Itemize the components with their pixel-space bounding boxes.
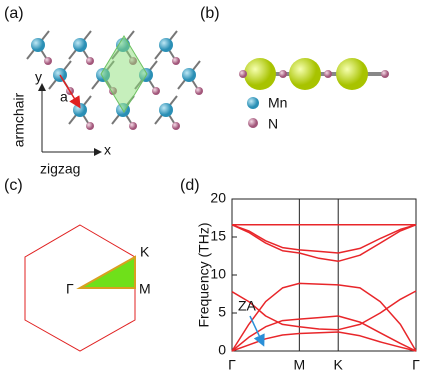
irreducible-zone: [76, 255, 136, 289]
y-tick-label: 10: [210, 266, 226, 282]
plot-frame: [231, 198, 417, 352]
legend-marker: [247, 97, 259, 109]
atom-n: [239, 70, 247, 78]
axis-label: y: [35, 69, 42, 85]
annotation-arrow: [249, 315, 265, 347]
x-tick-label: Γ: [412, 357, 420, 373]
y-tick-label: 15: [210, 228, 226, 244]
atom-n: [172, 57, 180, 65]
band-line: [231, 331, 417, 352]
atom-n: [172, 122, 180, 130]
point-label: M: [139, 281, 151, 297]
unit-cell: [100, 35, 148, 113]
y-tick-label: 20: [210, 190, 226, 206]
atom-n: [44, 57, 52, 65]
band-line: [231, 315, 417, 352]
atom-mn: [31, 38, 45, 52]
direction-label: zigzag: [40, 161, 80, 177]
y-tick-label: 5: [218, 304, 226, 320]
lattice-vector: [59, 74, 81, 109]
x-tick-label: Γ: [228, 357, 236, 373]
direction-label: armchair: [11, 92, 27, 147]
atom-n: [381, 70, 389, 78]
panel-label: (b): [200, 5, 220, 22]
band-line: [231, 224, 417, 254]
atom-n: [86, 57, 94, 65]
band-line: [231, 290, 417, 331]
atom-mn: [159, 38, 173, 52]
x-tick-label: K: [334, 357, 344, 373]
atom-mn: [159, 103, 173, 117]
axis-label: x: [104, 142, 111, 158]
lattice-label: a: [60, 89, 68, 105]
panel-label: (d): [180, 177, 200, 194]
atom-sphere: [336, 58, 368, 90]
atom-sphere: [289, 58, 321, 90]
atom-mn: [73, 103, 87, 117]
atom-n: [279, 70, 287, 78]
x-tick-label: M: [294, 357, 306, 373]
point-label: Γ: [66, 281, 74, 297]
atom-mn: [182, 68, 196, 82]
atom-sphere: [244, 58, 276, 90]
point-label: K: [140, 244, 150, 260]
atom-n: [324, 70, 332, 78]
y-axis-label: Frequency (THz): [196, 222, 212, 327]
legend-label: Mn: [268, 95, 287, 111]
atom-n: [86, 122, 94, 130]
panel-label: (c): [4, 177, 23, 194]
annotation: ZA: [238, 298, 257, 314]
atom-n: [152, 87, 160, 95]
legend-label: N: [268, 116, 278, 132]
dispersion-chart: 0 5 10 15 20 Γ M K Γ Frequency (THz) ZA: [196, 190, 420, 373]
legend-marker: [248, 118, 258, 128]
y-tick-label: 0: [218, 342, 226, 358]
atom-mn: [73, 38, 87, 52]
atom-n: [129, 122, 137, 130]
atom-n: [195, 87, 203, 95]
band-line: [231, 224, 417, 263]
panel-label: (a): [4, 5, 24, 22]
